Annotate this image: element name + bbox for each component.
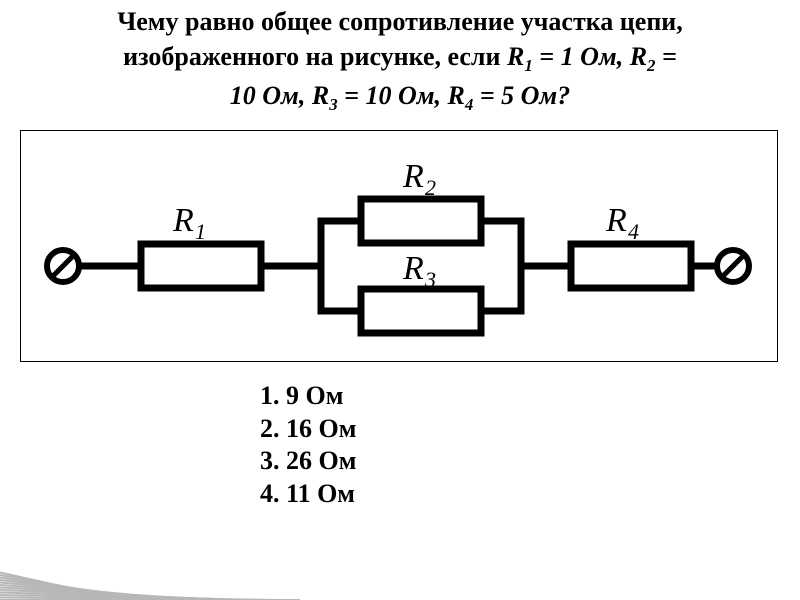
answer-4-num: 4. xyxy=(260,479,280,508)
q-r3-sub: 3 xyxy=(329,95,337,114)
svg-text:R: R xyxy=(605,202,627,239)
answer-3: 3. 26 Ом xyxy=(260,445,356,478)
corner-decoration xyxy=(0,470,300,600)
svg-text:3: 3 xyxy=(424,267,436,292)
svg-text:1: 1 xyxy=(195,219,206,244)
answer-4-val: 11 Ом xyxy=(286,479,355,508)
q-r1-sub: 1 xyxy=(524,56,532,75)
q-r4-val: = 5 Ом? xyxy=(473,81,570,110)
svg-text:2: 2 xyxy=(425,175,436,200)
svg-text:R: R xyxy=(402,250,424,287)
q-line3-pre: 10 Ом, xyxy=(230,81,312,110)
answer-2-num: 2. xyxy=(260,414,280,443)
circuit-diagram: R1R2R3R4 xyxy=(21,131,777,361)
answer-3-num: 3. xyxy=(260,446,280,475)
svg-text:R: R xyxy=(172,202,194,239)
circuit-frame: R1R2R3R4 xyxy=(20,130,778,362)
answer-1-val: 9 Ом xyxy=(286,381,343,410)
answer-2-val: 16 Ом xyxy=(286,414,356,443)
answer-1-num: 1. xyxy=(260,381,280,410)
question-text: Чему равно общее сопротивление участка ц… xyxy=(0,4,800,117)
answer-4: 4. 11 Ом xyxy=(260,478,356,511)
answers-list: 1. 9 Ом 2. 16 Ом 3. 26 Ом 4. 11 Ом xyxy=(260,380,356,510)
q-r3-val: = 10 Ом, xyxy=(338,81,448,110)
q-r3-label: R xyxy=(312,81,329,110)
answer-2: 2. 16 Ом xyxy=(260,413,356,446)
svg-text:R: R xyxy=(402,158,424,195)
q-r2-label: R xyxy=(630,42,647,71)
answer-3-val: 26 Ом xyxy=(286,446,356,475)
q-r1-label: R xyxy=(507,42,524,71)
q-r1-val: = 1 Ом, xyxy=(533,42,630,71)
answer-1: 1. 9 Ом xyxy=(260,380,356,413)
q-r2-val: = xyxy=(656,42,677,71)
svg-text:4: 4 xyxy=(628,219,639,244)
q-line2-pre: изображенного на рисунке, если xyxy=(123,42,507,71)
q-r2-sub: 2 xyxy=(647,56,655,75)
q-line1: Чему равно общее сопротивление участка ц… xyxy=(117,7,683,36)
q-r4-label: R xyxy=(448,81,465,110)
